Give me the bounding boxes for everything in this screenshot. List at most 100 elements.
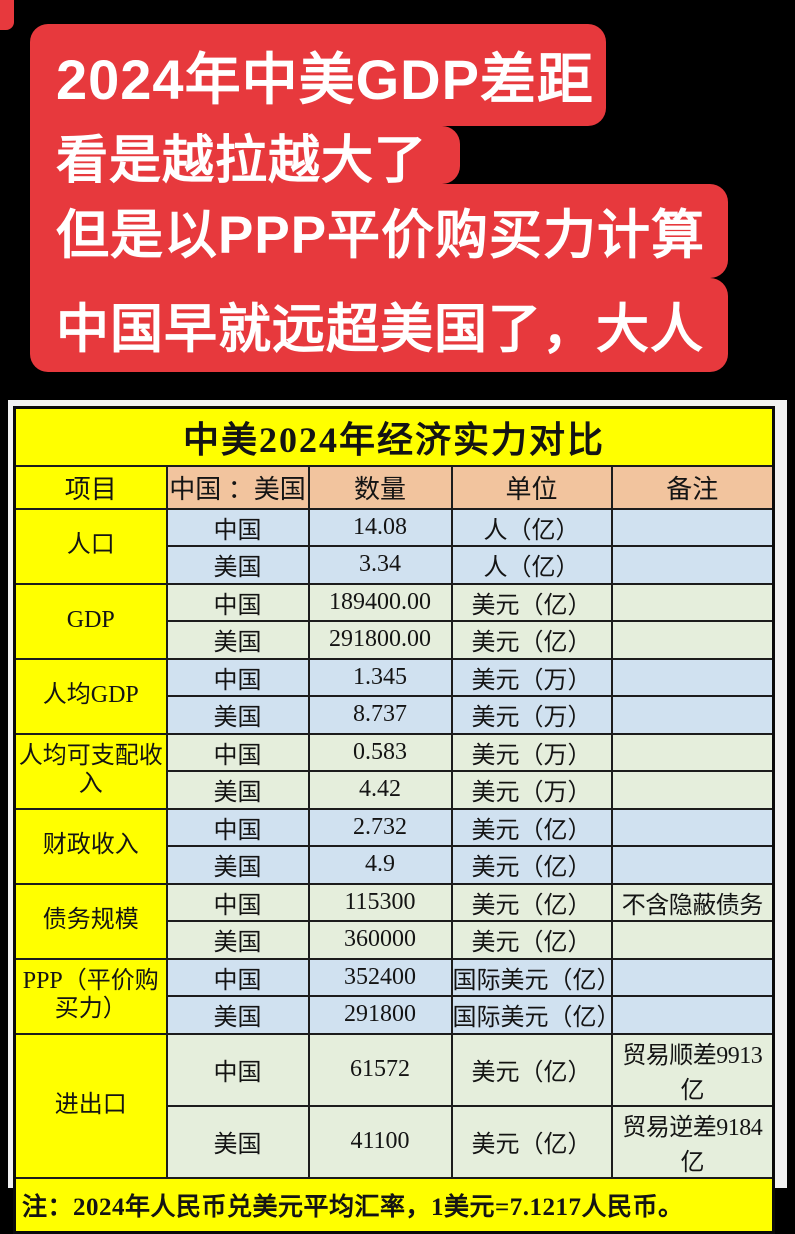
group-label-disposable-income: 人均可支配收入: [13, 732, 168, 810]
cell-note: [610, 695, 775, 735]
cell-country: 中国: [165, 1032, 310, 1107]
cell-country: 美国: [165, 545, 310, 585]
cell-country: 中国: [165, 807, 310, 847]
banner-line-1-text: 2024年中美GDP差距: [56, 47, 594, 111]
table-row: 人均可支配收入 中国 0.583 美元（万）: [13, 732, 775, 810]
group-label-debt-scale: 债务规模: [13, 882, 168, 960]
group-label-gdp: GDP: [13, 582, 168, 660]
cell-note: 贸易顺差9913亿: [610, 1032, 775, 1107]
table-row: 美国 4.42 美元（万）: [15, 770, 775, 810]
cell-country: 中国: [165, 882, 310, 922]
table-row: 美国 360000 美元（亿）: [15, 920, 775, 960]
col-header-unit: 单位: [450, 464, 613, 510]
cell-note: [610, 507, 775, 547]
cell-note: [610, 845, 775, 885]
cell-unit: 美元（万）: [450, 732, 613, 772]
cell-value: 360000: [307, 920, 453, 960]
cell-note: [610, 807, 775, 847]
cell-country: 中国: [165, 957, 310, 997]
table-row: 债务规模 中国 115300 美元（亿） 不含隐蔽债务: [13, 882, 775, 960]
banner-line-2: 看是越拉越大了: [30, 126, 460, 190]
cell-note: [610, 732, 775, 772]
cell-country: 美国: [165, 920, 310, 960]
cell-note: [610, 582, 775, 622]
comparison-table: 中美2024年经济实力对比 项目 中国 ：美国 数量 单位 备注 人口 中国 1…: [13, 406, 775, 1234]
table-row: 美国 4.9 美元（亿）: [15, 845, 775, 885]
table-row: 美国 41100 美元（亿） 贸易逆差9184亿: [15, 1104, 775, 1179]
cell-note: [610, 957, 775, 997]
cell-unit: 美元（亿）: [450, 620, 613, 660]
banner-corner-chip: [0, 0, 14, 30]
cell-value: 352400: [307, 957, 453, 997]
table-row: 进出口 中国 61572 美元（亿） 贸易顺差9913亿: [13, 1032, 775, 1179]
footnote: 注：2024年人民币兑美元平均汇率，1美元=7.1217人民币。: [13, 1176, 775, 1234]
table-row: 美国 3.34 人（亿）: [15, 545, 775, 585]
cell-country: 美国: [165, 770, 310, 810]
cell-country: 美国: [165, 695, 310, 735]
cell-unit: 美元（亿）: [450, 845, 613, 885]
col-header-remark: 备注: [610, 464, 775, 510]
cell-country: 中国: [165, 507, 310, 547]
banner-line-2-text: 看是越拉越大了: [56, 131, 428, 190]
cell-value: 291800: [307, 995, 453, 1035]
table-row: 美国 8.737 美元（万）: [15, 695, 775, 735]
cell-note: [610, 620, 775, 660]
group-label-population: 人口: [13, 507, 168, 585]
group-label-gdp-per-capita: 人均GDP: [13, 657, 168, 735]
cell-note: [610, 657, 775, 697]
cell-value: 115300: [307, 882, 453, 922]
cell-unit: 美元（亿）: [450, 882, 613, 922]
table-row: PPP（平价购买力） 中国 352400 国际美元（亿）: [13, 957, 775, 1035]
cell-country: 中国: [165, 657, 310, 697]
top-banner: 2024年中美GDP差距 看是越拉越大了 但是以PPP平价购买力计算 中国早就远…: [30, 24, 728, 372]
cell-value: 4.9: [307, 845, 453, 885]
col-header-ratio: 中国 ：美国: [165, 464, 310, 510]
cell-unit: 人（亿）: [450, 507, 613, 547]
cell-value: 4.42: [307, 770, 453, 810]
cell-note: [610, 545, 775, 585]
table-row: 财政收入 中国 2.732 美元（亿）: [13, 807, 775, 885]
comparison-panel: 中美2024年经济实力对比 项目 中国 ：美国 数量 单位 备注 人口 中国 1…: [8, 400, 787, 1234]
cell-value: 14.08: [307, 507, 453, 547]
cell-note: [610, 770, 775, 810]
cell-value: 41100: [307, 1104, 453, 1179]
cell-value: 1.345: [307, 657, 453, 697]
cell-unit: 美元（万）: [450, 695, 613, 735]
cell-country: 中国: [165, 582, 310, 622]
table-row: 美国 291800 国际美元（亿）: [15, 995, 775, 1035]
cell-unit: 美元（亿）: [450, 1032, 613, 1107]
cell-unit: 国际美元（亿）: [450, 957, 613, 997]
cell-unit: 美元（万）: [450, 657, 613, 697]
table-row: 美国 291800.00 美元（亿）: [15, 620, 775, 660]
cell-unit: 美元（亿）: [450, 582, 613, 622]
cell-value: 61572: [307, 1032, 453, 1107]
table-row: GDP 中国 189400.00 美元（亿）: [13, 582, 775, 660]
col-header-item: 项目: [13, 464, 168, 510]
table-row: 人口 中国 14.08 人（亿）: [13, 507, 775, 585]
group-label-import-export: 进出口: [13, 1032, 168, 1179]
banner-line-4: 中国早就远超美国了，大人: [30, 278, 728, 372]
table-title: 中美2024年经济实力对比: [13, 406, 775, 467]
cell-value: 0.583: [307, 732, 453, 772]
cell-country: 美国: [165, 995, 310, 1035]
group-label-fiscal-revenue: 财政收入: [13, 807, 168, 885]
cell-country: 美国: [165, 845, 310, 885]
cell-value: 291800.00: [307, 620, 453, 660]
cell-value: 189400.00: [307, 582, 453, 622]
group-label-ppp: PPP（平价购买力）: [13, 957, 168, 1035]
cell-country: 美国: [165, 620, 310, 660]
cell-unit: 国际美元（亿）: [450, 995, 613, 1035]
banner-line-1: 2024年中美GDP差距: [30, 24, 606, 126]
cell-unit: 美元（万）: [450, 770, 613, 810]
banner-line-3: 但是以PPP平价购买力计算: [30, 184, 728, 278]
banner-line-3-text: 但是以PPP平价购买力计算: [56, 206, 706, 265]
cell-unit: 美元（亿）: [450, 920, 613, 960]
cell-country: 中国: [165, 732, 310, 772]
cell-unit: 美元（亿）: [450, 807, 613, 847]
cell-country: 美国: [165, 1104, 310, 1179]
cell-value: 2.732: [307, 807, 453, 847]
table-row: 人均GDP 中国 1.345 美元（万）: [13, 657, 775, 735]
cell-note: [610, 920, 775, 960]
col-header-quantity: 数量: [307, 464, 453, 510]
cell-unit: 美元（亿）: [450, 1104, 613, 1179]
